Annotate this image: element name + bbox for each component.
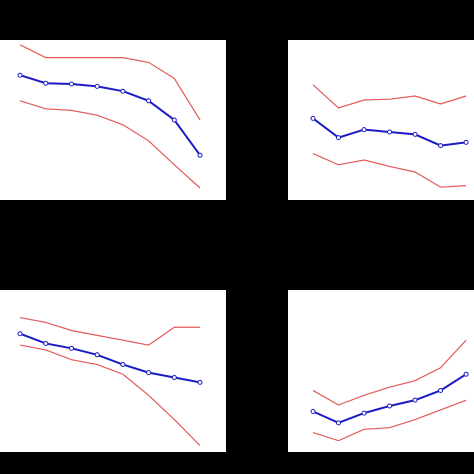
point-marker (171, 117, 177, 123)
panel (288, 40, 474, 200)
point-marker (197, 379, 203, 385)
panel (0, 290, 226, 452)
point-marker (310, 115, 316, 121)
point-marker (438, 143, 444, 149)
plot-area (0, 40, 226, 200)
series-line (312, 399, 467, 442)
point-marker (68, 81, 74, 87)
series-line (312, 84, 467, 109)
point-marker (463, 371, 469, 377)
plot-area (288, 40, 474, 200)
point-marker (412, 131, 418, 137)
series-line (19, 100, 201, 189)
point-marker (146, 370, 152, 376)
series-line (312, 339, 467, 406)
point-marker (43, 340, 49, 346)
point-marker (197, 152, 203, 158)
point-marker (361, 127, 367, 133)
point-marker (412, 397, 418, 403)
series-line (312, 153, 467, 188)
point-marker (94, 352, 100, 358)
plot-area (288, 290, 474, 452)
point-marker (336, 135, 342, 141)
point-marker (120, 88, 126, 94)
point-marker (94, 83, 100, 89)
point-marker (387, 129, 393, 135)
series-line (19, 74, 201, 156)
point-marker (120, 362, 126, 368)
point-marker (171, 374, 177, 380)
point-marker (438, 387, 444, 393)
panel (288, 290, 474, 452)
point-marker (68, 345, 74, 351)
point-marker (463, 139, 469, 145)
point-marker (310, 409, 316, 414)
point-marker (17, 72, 23, 78)
series-line (19, 332, 201, 384)
series-line (19, 344, 201, 446)
point-marker (17, 331, 23, 337)
point-marker (361, 410, 367, 416)
point-marker (146, 98, 152, 104)
series-line (19, 44, 201, 121)
point-marker (336, 420, 342, 426)
series-line (19, 316, 201, 346)
point-marker (43, 80, 49, 86)
point-marker (387, 403, 393, 409)
panel (0, 40, 226, 200)
